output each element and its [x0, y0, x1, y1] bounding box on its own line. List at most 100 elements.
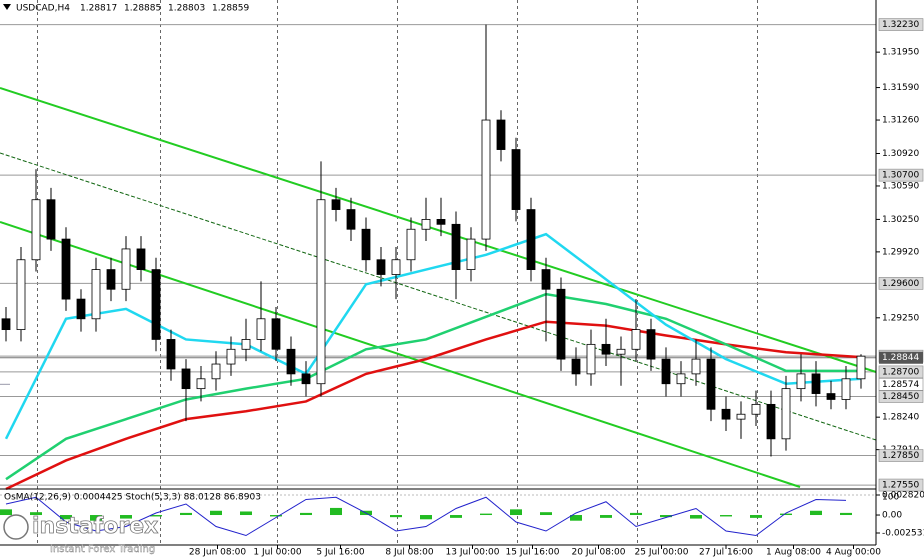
marker-label: 1.28574 — [882, 380, 919, 390]
candle-body — [616, 348, 626, 355]
header-value: 1.28803 — [168, 4, 205, 14]
candle-body — [811, 373, 821, 394]
level-box — [878, 449, 924, 462]
logo-tagline: Instant Forex Trading — [50, 544, 155, 555]
candle-body — [646, 329, 656, 360]
osma-bar — [480, 513, 492, 516]
candle-body — [526, 209, 536, 270]
overlay-layer: USDCAD,H4 OsMA(12,26,9) 0.0004425 Stoch(… — [3, 4, 924, 558]
y-tick-label: 1.30250 — [882, 215, 919, 225]
osma-bar — [150, 515, 162, 517]
candle-body — [481, 119, 491, 240]
osma-bar — [120, 515, 132, 519]
candle-body — [316, 199, 326, 385]
level-box — [878, 168, 924, 182]
x-tick-label: 1 Jul 00:00 — [253, 548, 302, 558]
candle-body — [841, 378, 851, 400]
stoch-line — [5, 496, 847, 537]
marker-box — [878, 378, 924, 391]
logo-icon — [3, 514, 29, 540]
osma-bar — [30, 512, 42, 516]
candle-body — [181, 368, 191, 390]
osma-bar — [90, 515, 102, 521]
level-label: 1.28450 — [882, 392, 919, 402]
y-tick-label: 1.31590 — [882, 83, 919, 93]
x-tick-label: 5 Jul 16:00 — [316, 548, 365, 558]
trend-line — [0, 221, 801, 488]
candle-body — [721, 408, 731, 420]
x-tick-label: 1 Aug 08:00 — [766, 548, 821, 558]
candle-body — [691, 358, 701, 375]
moving-average — [5, 292, 861, 481]
osma-bar — [270, 515, 282, 517]
osma-bar — [210, 510, 222, 516]
candle-body — [196, 378, 206, 390]
moving-average — [5, 320, 862, 491]
osma-bar — [780, 513, 792, 516]
candle-body — [826, 393, 836, 400]
y-tick-label: 1.30920 — [882, 149, 919, 159]
x-tick-label: 25 Jul 00:00 — [635, 548, 689, 558]
logo-brand: instaforex — [32, 514, 158, 539]
candle-body — [271, 318, 281, 350]
header-value: 1.28859 — [212, 4, 249, 14]
candle-body — [406, 228, 416, 261]
x-tick-label: 27 Jul 16:00 — [699, 548, 753, 558]
stoch-tick-label: 100 — [882, 493, 899, 503]
candle-body — [226, 348, 236, 365]
chart-title: USDCAD,H4 — [16, 4, 70, 14]
y-tick-label: 1.29920 — [882, 247, 919, 257]
level-label: 1.32230 — [882, 20, 919, 30]
osma-bar — [690, 515, 702, 519]
candle-body — [541, 269, 551, 290]
y-tick-label: 1.30590 — [882, 181, 919, 191]
y-tick-label: 1.31260 — [882, 116, 919, 126]
candle-body — [556, 288, 566, 360]
candle-body — [451, 223, 461, 270]
candle-body — [166, 339, 176, 370]
candle-body — [286, 348, 296, 375]
osma-bar — [420, 515, 432, 520]
level-box — [878, 365, 924, 379]
candle-body — [346, 209, 356, 230]
candle-body — [1, 318, 11, 331]
candle-body — [436, 219, 446, 225]
level-box — [878, 18, 924, 31]
osma-bar — [570, 515, 582, 521]
x-tick-label: 20 Jul 08:00 — [572, 548, 626, 558]
candle-body — [31, 199, 41, 261]
data-layer — [0, 24, 866, 537]
candle-body — [256, 318, 266, 340]
header-value: 1.28885 — [124, 4, 161, 14]
x-tick-label: 4 Aug 00:00 — [826, 548, 881, 558]
candle-body — [661, 358, 671, 385]
osma-tick-label: -0.0025314 — [882, 529, 924, 539]
osma-bar — [540, 512, 552, 516]
level-box — [878, 478, 924, 492]
candle-body — [121, 248, 131, 290]
x-tick-label: 8 Jul 08:00 — [385, 548, 434, 558]
x-tick-label: 15 Jul 16:00 — [506, 548, 560, 558]
candle-body — [496, 119, 506, 150]
candle-body — [301, 373, 311, 385]
osma-bar — [660, 515, 672, 518]
y-tick-label: 1.29250 — [882, 313, 919, 323]
candle-body — [766, 403, 776, 440]
osma-bar — [240, 511, 252, 516]
indicator-title: OsMA(12,26,9) 0.0004425 Stoch(5,3,3) 88.… — [4, 493, 261, 503]
candle-body — [601, 343, 611, 355]
osma-bar — [750, 515, 762, 518]
level-label: 1.28700 — [882, 367, 919, 377]
candle-body — [61, 238, 71, 300]
candle-body — [46, 199, 56, 240]
candle-body — [781, 388, 791, 440]
candle-body — [361, 228, 371, 261]
osma-bar — [450, 515, 462, 518]
osma-bar — [180, 512, 192, 516]
trend-line — [0, 152, 877, 441]
candle-body — [571, 358, 581, 375]
osma-bar — [510, 509, 522, 516]
candle-body — [331, 199, 341, 210]
